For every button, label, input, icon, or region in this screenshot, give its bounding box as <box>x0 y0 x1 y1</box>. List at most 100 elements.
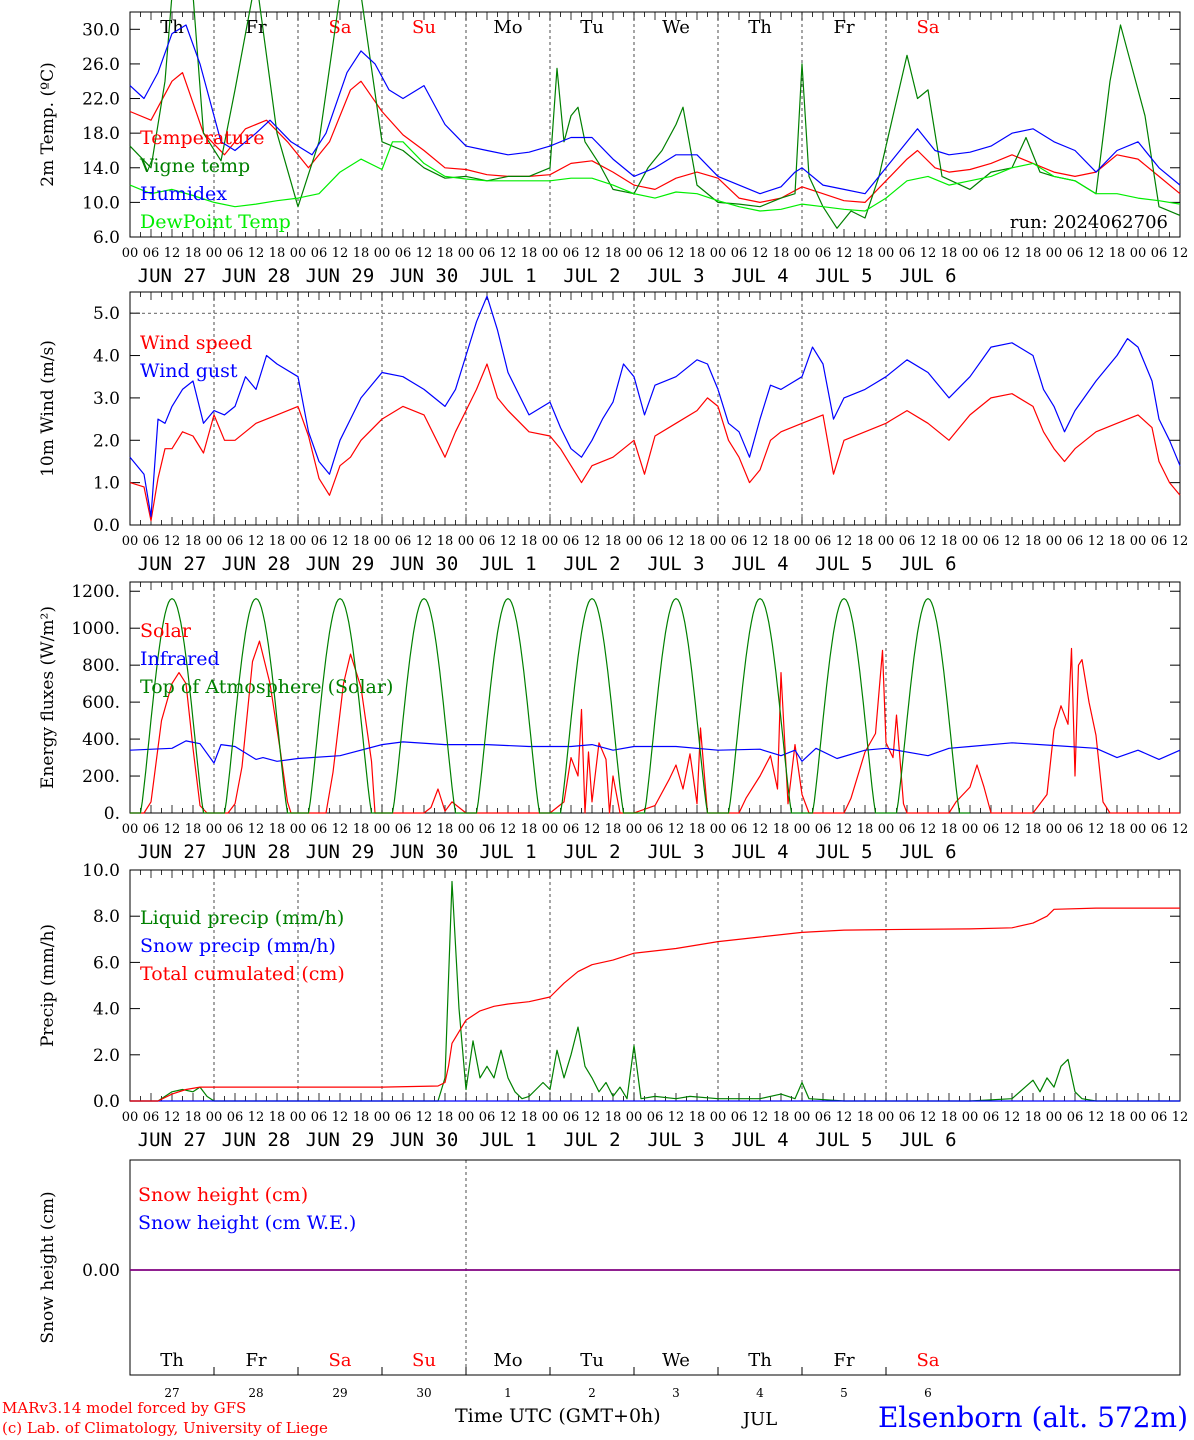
hour-tick-label: 00 <box>626 246 643 261</box>
hour-tick-label: 12 <box>1088 822 1105 837</box>
day-label: JUN 27 <box>138 553 207 575</box>
series-line <box>129 295 1181 518</box>
hour-tick-label: 12 <box>500 534 517 549</box>
hour-tick-label: 00 <box>374 534 391 549</box>
day-label: JUL 5 <box>815 841 872 863</box>
hour-tick-label: 12 <box>584 1110 601 1125</box>
hour-tick-label: 12 <box>920 1110 937 1125</box>
hour-tick-label: 00 <box>794 534 811 549</box>
day-number-label: 3 <box>672 1386 680 1400</box>
hour-tick-label: 06 <box>815 246 832 261</box>
weekday-label: Tu <box>580 17 604 38</box>
hour-tick-label: 00 <box>542 534 559 549</box>
hour-tick-label: 12 <box>416 534 433 549</box>
hour-tick-label: 06 <box>1151 822 1168 837</box>
hour-tick-label: 06 <box>395 1110 412 1125</box>
y-tick-label: 22.0 <box>82 90 120 110</box>
hour-tick-label: 12 <box>836 1110 853 1125</box>
day-label: JUN 28 <box>222 265 291 287</box>
y-tick-label: 4.0 <box>93 1000 120 1020</box>
y-axis-title: Snow height (cm) <box>38 1191 58 1343</box>
hour-tick-label: 06 <box>1151 246 1168 261</box>
day-label: JUL 2 <box>563 265 620 287</box>
hour-tick-label: 12 <box>164 246 181 261</box>
hour-tick-label: 12 <box>332 1110 349 1125</box>
hour-tick-label: 18 <box>185 534 202 549</box>
hour-tick-label: 00 <box>962 246 979 261</box>
hour-tick-label: 12 <box>416 822 433 837</box>
hour-tick-label: 06 <box>1067 246 1084 261</box>
legend-entry: Snow height (cm W.E.) <box>138 1212 356 1234</box>
hour-tick-label: 12 <box>668 822 685 837</box>
legend-entry: Wind gust <box>140 360 238 382</box>
hour-tick-label: 12 <box>416 1110 433 1125</box>
hour-tick-label: 12 <box>1004 246 1021 261</box>
hour-tick-label: 06 <box>1151 1110 1168 1125</box>
day-label: JUN 29 <box>306 553 375 575</box>
hour-tick-label: 06 <box>647 1110 664 1125</box>
series-line <box>129 740 1181 764</box>
hour-tick-label: 00 <box>626 1110 643 1125</box>
day-label: JUN 27 <box>138 265 207 287</box>
hour-tick-label: 00 <box>710 246 727 261</box>
panel-frame <box>129 869 1181 1102</box>
station-name: Elsenborn (alt. 572m) <box>877 1401 1188 1434</box>
day-number-label: 4 <box>756 1386 764 1400</box>
hour-tick-label: 06 <box>395 246 412 261</box>
hour-tick-label: 00 <box>794 246 811 261</box>
hour-tick-label: 18 <box>857 1110 874 1125</box>
weekday-label: Tu <box>580 1350 604 1371</box>
hour-tick-label: 18 <box>689 246 706 261</box>
legend-entry: Vigne temp <box>139 155 250 177</box>
hour-tick-label: 06 <box>899 246 916 261</box>
hour-tick-label: 18 <box>437 1110 454 1125</box>
hour-tick-label: 00 <box>122 246 139 261</box>
hour-tick-label: 06 <box>815 534 832 549</box>
hour-tick-label: 06 <box>899 822 916 837</box>
hour-tick-label: 12 <box>1088 1110 1105 1125</box>
hour-tick-label: 18 <box>1109 534 1126 549</box>
hour-tick-label: 00 <box>626 822 643 837</box>
y-tick-label: 0.00 <box>82 1261 120 1281</box>
hour-tick-label: 18 <box>353 822 370 837</box>
hour-tick-label: 06 <box>563 246 580 261</box>
y-tick-label: 1000. <box>71 619 120 639</box>
day-label: JUN 28 <box>222 1129 291 1151</box>
hour-tick-label: 06 <box>647 822 664 837</box>
hour-tick-label: 12 <box>1088 534 1105 549</box>
hour-tick-label: 18 <box>185 822 202 837</box>
legend-entry: Total cumulated (cm) <box>140 963 345 985</box>
hour-tick-label: 18 <box>185 1110 202 1125</box>
y-tick-label: 200. <box>82 767 120 787</box>
legend-entry: DewPoint Temp <box>140 211 291 233</box>
hour-tick-label: 06 <box>647 246 664 261</box>
y-axis-title: 2m Temp. (ºC) <box>38 62 58 187</box>
day-number-label: 29 <box>332 1386 347 1400</box>
hour-tick-label: 00 <box>122 822 139 837</box>
hour-tick-label: 12 <box>1004 822 1021 837</box>
hour-tick-label: 00 <box>1046 1110 1063 1125</box>
hour-tick-label: 06 <box>1067 822 1084 837</box>
legend-entry: Infrared <box>140 648 220 670</box>
y-axis-title: Precip (mm/h) <box>38 924 58 1047</box>
hour-tick-label: 06 <box>1067 1110 1084 1125</box>
hour-tick-label: 00 <box>962 1110 979 1125</box>
y-tick-label: 400. <box>82 730 120 750</box>
hour-tick-label: 06 <box>899 534 916 549</box>
day-number-label: 1 <box>504 1386 512 1400</box>
legend-entry: Wind speed <box>140 332 252 354</box>
weekday-label: Th <box>160 1350 184 1371</box>
hour-tick-label: 00 <box>458 822 475 837</box>
hour-tick-label: 06 <box>143 246 160 261</box>
hour-tick-label: 12 <box>752 1110 769 1125</box>
hour-tick-label: 12 <box>500 246 517 261</box>
hour-tick-label: 12 <box>584 534 601 549</box>
hour-tick-label: 00 <box>206 534 223 549</box>
hour-tick-label: 00 <box>878 534 895 549</box>
y-tick-label: 6.0 <box>93 228 120 248</box>
hour-tick-label: 12 <box>836 246 853 261</box>
hour-tick-label: 12 <box>752 246 769 261</box>
hour-tick-label: 00 <box>1046 534 1063 549</box>
panel-frame <box>129 291 1181 526</box>
hour-tick-label: 18 <box>1025 534 1042 549</box>
